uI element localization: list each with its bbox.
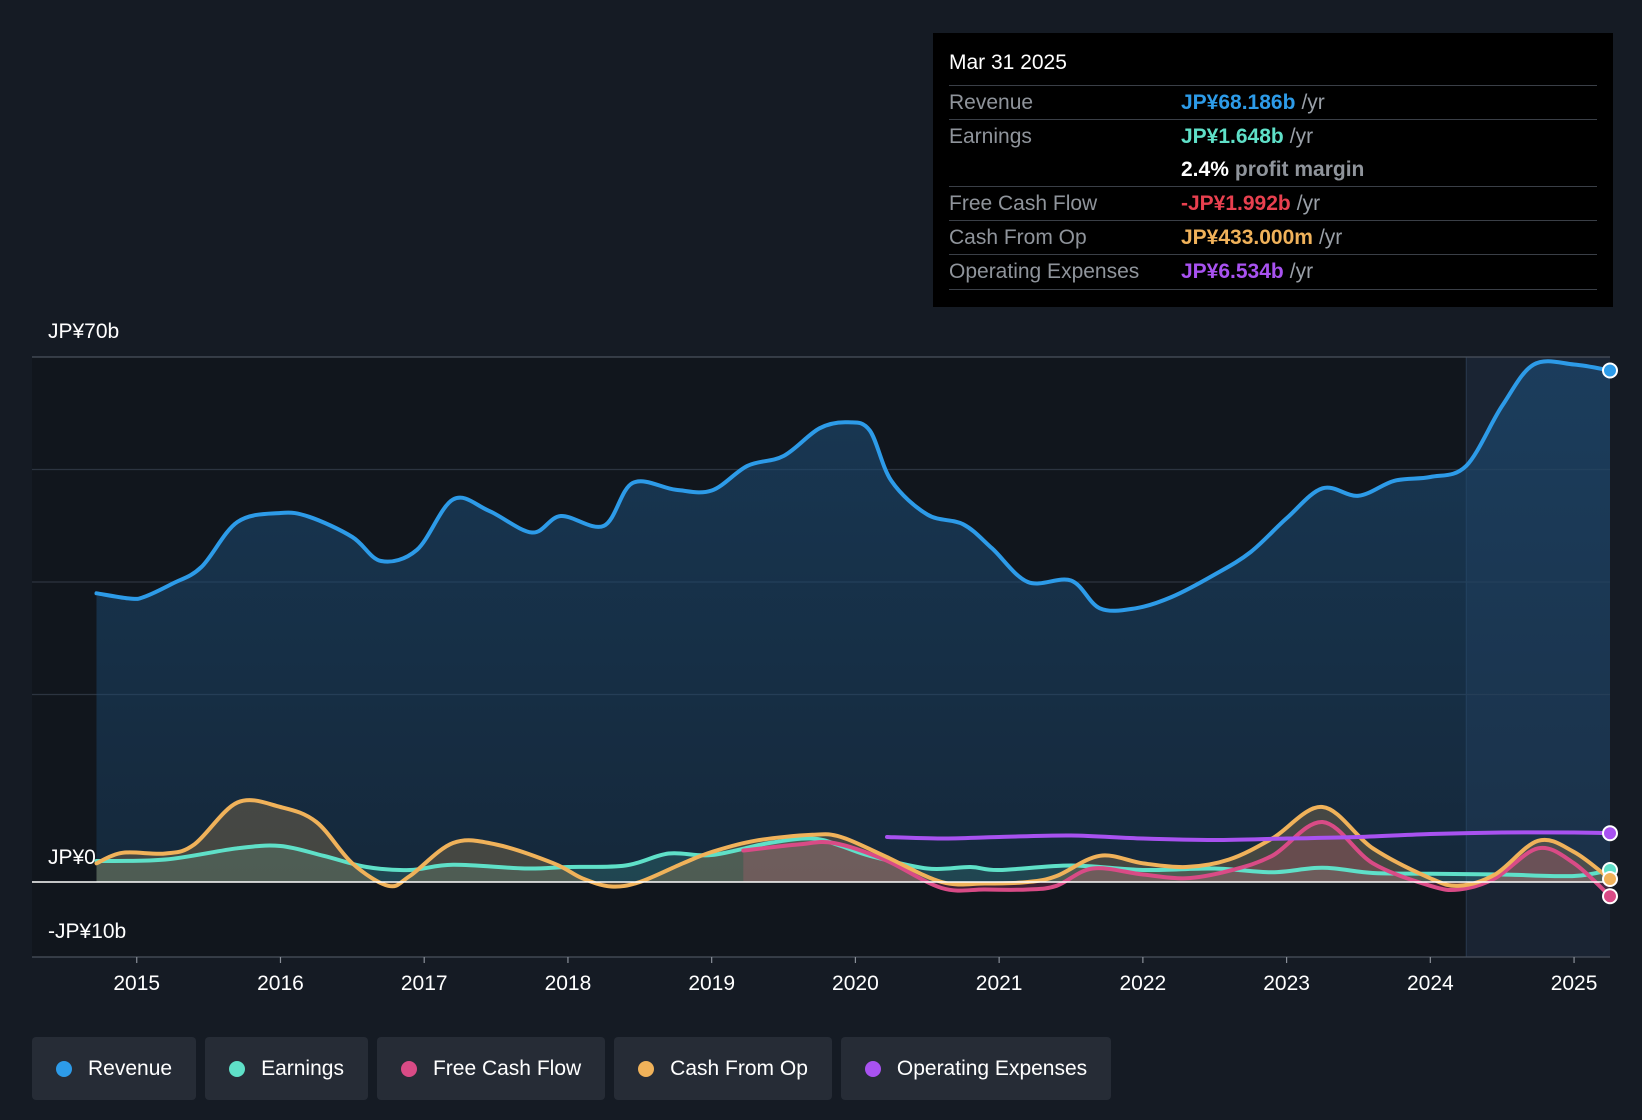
tooltip-label: Free Cash Flow xyxy=(949,192,1098,215)
x-tick-label: 2021 xyxy=(976,972,1023,995)
tooltip-label: Earnings xyxy=(949,125,1032,148)
cash-from-op-end-marker xyxy=(1602,871,1618,887)
legend-label: Earnings xyxy=(261,1056,344,1080)
free-cash-flow-line xyxy=(741,820,1612,899)
legend-item-free-cash-flow[interactable]: Free Cash Flow xyxy=(376,1037,606,1100)
revenue-end-marker xyxy=(1602,362,1618,379)
operating-expenses-end-marker xyxy=(1602,825,1618,842)
x-tick-label: 2018 xyxy=(545,972,592,995)
tooltip-unit: /yr xyxy=(1289,125,1314,148)
tooltip-unit: profit margin xyxy=(1234,158,1365,181)
tooltip-value: -JP¥1.992b xyxy=(1181,192,1291,215)
legend-item-earnings[interactable]: Earnings xyxy=(205,1037,368,1100)
tooltip-unit: /yr xyxy=(1296,192,1321,215)
tooltip-row-revenue: Revenue JP¥68.186b /yr xyxy=(949,85,1597,119)
tooltip-value: JP¥433.000m xyxy=(1181,226,1313,249)
tooltip-label: Cash From Op xyxy=(949,226,1087,249)
tooltip-label: Revenue xyxy=(949,91,1034,114)
legend-item-cash-from-op[interactable]: Cash From Op xyxy=(614,1037,832,1100)
tooltip-row-operating-expenses: Operating Expenses JP¥6.534b /yr xyxy=(949,254,1597,290)
free-cash-flow-area xyxy=(743,821,1610,897)
tooltip-unit: /yr xyxy=(1289,260,1314,283)
tooltip-label xyxy=(949,153,1181,186)
x-tick-label: 2016 xyxy=(257,972,304,995)
tooltip-row-cash-from-op: Cash From Op JP¥433.000m /yr xyxy=(949,220,1597,254)
legend-item-revenue[interactable]: Revenue xyxy=(32,1037,197,1100)
legend-dot-icon xyxy=(638,1060,655,1077)
y-label-bottom: -JP¥10b xyxy=(48,920,127,943)
x-tick-label: 2015 xyxy=(113,972,160,995)
legend-item-operating-expenses[interactable]: Operating Expenses xyxy=(840,1037,1112,1100)
x-tick-label: 2025 xyxy=(1551,972,1598,995)
revenue-area xyxy=(96,361,1610,883)
tooltip-value: JP¥6.534b xyxy=(1181,260,1284,283)
x-tick-label: 2017 xyxy=(401,972,448,995)
tooltip-panel: Mar 31 2025 Revenue JP¥68.186b /yr Earni… xyxy=(933,33,1613,307)
tooltip-value: JP¥68.186b xyxy=(1181,91,1296,114)
tooltip-date: Mar 31 2025 xyxy=(949,51,1067,74)
y-label-zero: JP¥0 xyxy=(48,846,96,869)
tooltip-label: Operating Expenses xyxy=(949,260,1140,283)
tooltip-unit: /yr xyxy=(1301,91,1325,114)
legend-label: Revenue xyxy=(88,1056,173,1080)
legend-dot-icon xyxy=(229,1060,246,1077)
x-tick-label: 2023 xyxy=(1263,972,1310,995)
legend-dot-icon xyxy=(56,1060,72,1077)
y-label-top: JP¥70b xyxy=(48,320,120,343)
tooltip-row-free-cash-flow: Free Cash Flow -JP¥1.992b /yr xyxy=(949,186,1597,220)
x-tick-label: 2019 xyxy=(688,972,735,995)
x-tick-label: 2024 xyxy=(1407,972,1454,995)
tooltip-row-profit-margin: 2.4% profit margin xyxy=(949,153,1597,186)
tooltip-value: 2.4% xyxy=(1181,158,1229,181)
legend: Revenue Earnings Free Cash Flow Cash Fro… xyxy=(32,1037,1120,1100)
tooltip-value: JP¥1.648b xyxy=(1181,125,1284,148)
x-tick-label: 2022 xyxy=(1120,972,1167,995)
tooltip-unit: /yr xyxy=(1318,226,1343,249)
cash-from-op-line xyxy=(94,798,1612,889)
legend-label: Operating Expenses xyxy=(896,1056,1088,1080)
tooltip-row-earnings: Earnings JP¥1.648b /yr xyxy=(949,119,1597,153)
x-tick-label: 2020 xyxy=(832,972,879,995)
legend-dot-icon xyxy=(864,1060,881,1077)
operating-expenses-line xyxy=(885,830,1612,842)
legend-label: Cash From Op xyxy=(670,1056,808,1080)
legend-label: Free Cash Flow xyxy=(432,1056,582,1080)
legend-dot-icon xyxy=(400,1060,417,1077)
revenue-line xyxy=(94,359,1612,613)
free-cash-flow-end-marker xyxy=(1602,888,1618,905)
